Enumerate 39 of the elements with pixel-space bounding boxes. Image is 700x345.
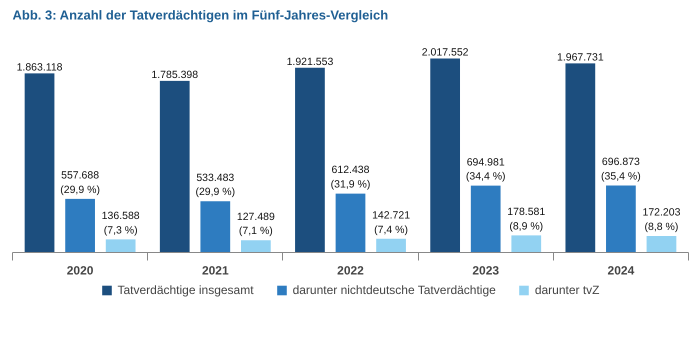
bar (160, 80, 190, 252)
data-label: 1.785.398 (151, 68, 198, 81)
x-tick-label: 2022 (337, 264, 364, 278)
bar (295, 68, 325, 252)
data-label: 142.721 (7,4 %) (372, 209, 410, 236)
bar (565, 63, 596, 252)
bar (240, 240, 271, 252)
legend-label: darunter nichtdeutsche Tatverdächtige (292, 283, 496, 297)
bar (106, 239, 136, 252)
legend-label: Tatverdächtige insgesamt (117, 283, 254, 297)
data-label: 696.873 (35,4 %) (601, 156, 641, 183)
bar (376, 238, 406, 252)
data-label: 178.581 (8,9 %) (507, 206, 546, 232)
bar (200, 201, 230, 252)
data-label: 612.438 (31,9 %) (330, 164, 370, 191)
legend-label: darunter tvZ (534, 283, 600, 297)
bar (511, 235, 542, 252)
data-label: 557.688 (29,9 %) (60, 169, 100, 196)
bar (470, 186, 501, 252)
data-label: 1.967.731 (556, 51, 604, 64)
data-label: 2.017.552 (422, 46, 469, 59)
bar (430, 58, 460, 252)
data-label: 136.588 (7,3 %) (102, 210, 140, 236)
x-tick-label: 2024 (608, 264, 635, 278)
bar (606, 186, 636, 252)
data-label: 694.981 (34,4 %) (466, 156, 506, 183)
data-label: 533.483 (29,9 %) (195, 172, 236, 198)
chart-title: Abb. 3: Anzahl der Tatverdächtigen im Fünf-Jahres-Vergleich (12, 8, 388, 22)
bar (24, 73, 54, 252)
x-tick-label: 2021 (202, 264, 229, 278)
data-label: 1.921.553 (286, 56, 334, 68)
data-label: 127.489 (7,1 %) (236, 210, 275, 238)
data-label: 1.863.118 (16, 61, 63, 74)
data-label: 172.203 (8,8 %) (642, 206, 681, 233)
x-tick-label: 2023 (472, 264, 500, 278)
bar (646, 236, 676, 252)
bar (65, 198, 95, 252)
bar (336, 194, 366, 252)
x-tick-label: 2020 (66, 264, 94, 278)
